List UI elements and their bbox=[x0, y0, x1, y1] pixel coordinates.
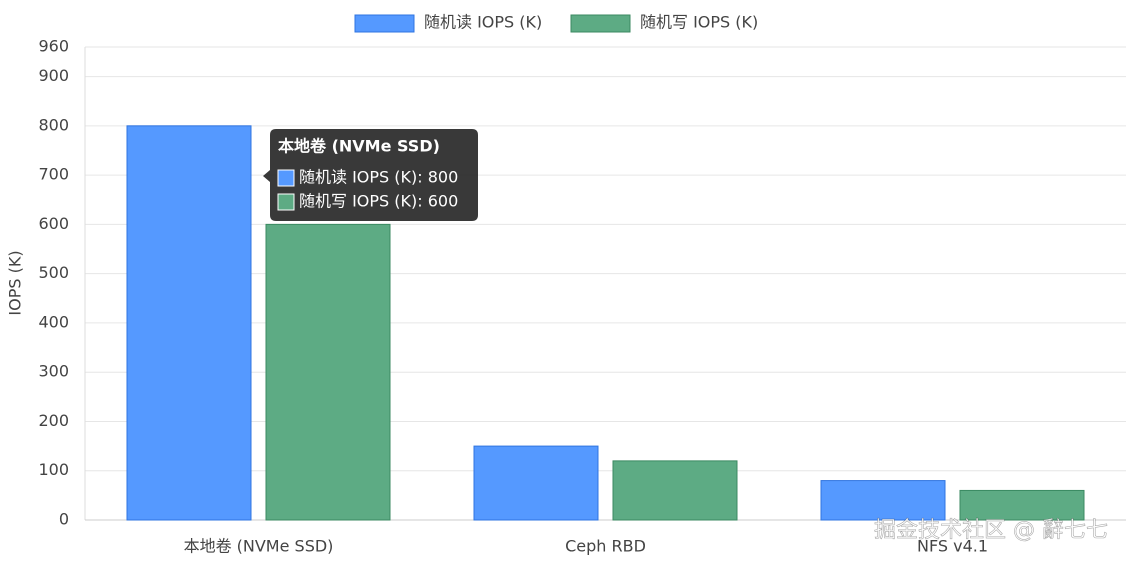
y-tick-label: 800 bbox=[38, 115, 69, 134]
y-tick-label: 960 bbox=[38, 37, 69, 56]
y-tick-label: 700 bbox=[38, 165, 69, 184]
bar bbox=[820, 480, 946, 521]
watermark: 掘金技术社区 @ 辭七七 bbox=[874, 518, 1108, 543]
tooltip-title: 本地卷 (NVMe SSD) bbox=[278, 137, 440, 156]
y-tick-label: 600 bbox=[38, 214, 69, 233]
tooltip-box bbox=[263, 129, 478, 221]
legend-label: 随机读 IOPS (K) bbox=[424, 13, 542, 32]
legend-label: 随机写 IOPS (K) bbox=[640, 13, 758, 32]
y-tick-label: 200 bbox=[38, 411, 69, 430]
bar bbox=[959, 489, 1085, 521]
legend-swatch bbox=[570, 14, 631, 33]
tooltip-line: 随机读 IOPS (K): 800 bbox=[299, 168, 458, 187]
tooltip-swatch bbox=[277, 169, 295, 187]
y-tick-label: 300 bbox=[38, 362, 69, 381]
tooltip-swatch bbox=[277, 193, 295, 211]
x-tick-label: 本地卷 (NVMe SSD) bbox=[184, 537, 334, 556]
x-tick-label: Ceph RBD bbox=[565, 537, 646, 556]
bar bbox=[265, 223, 391, 521]
tooltip-line: 随机写 IOPS (K): 600 bbox=[299, 192, 458, 211]
bar bbox=[612, 460, 738, 521]
y-tick-label: 900 bbox=[38, 66, 69, 85]
y-tick-label: 0 bbox=[59, 510, 69, 529]
bar bbox=[473, 445, 599, 521]
y-axis-label: IOPS (K) bbox=[6, 250, 25, 315]
y-tick-label: 100 bbox=[38, 460, 69, 479]
y-tick-label: 400 bbox=[38, 312, 69, 331]
legend-swatch bbox=[354, 14, 415, 33]
x-tick-label: NFS v4.1 bbox=[917, 537, 988, 556]
y-tick-label: 500 bbox=[38, 263, 69, 282]
tooltip: 本地卷 (NVMe SSD) 随机读 IOPS (K): 800 随机写 IOPS … bbox=[263, 129, 478, 221]
bar bbox=[126, 125, 252, 521]
